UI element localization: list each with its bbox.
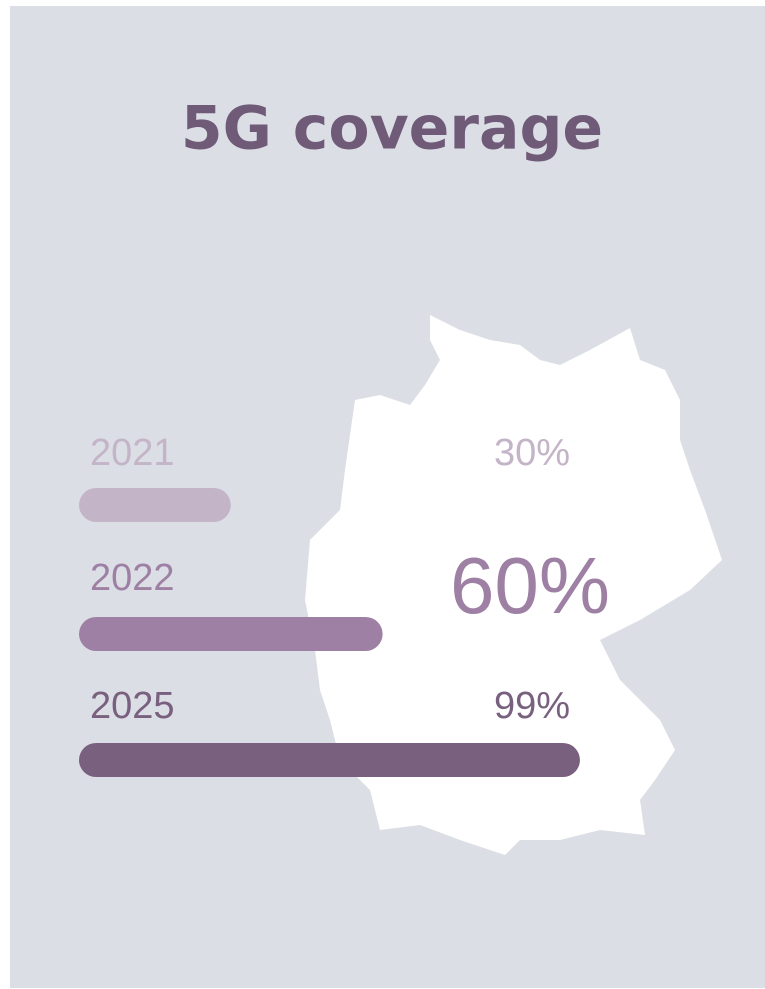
value-label: 99%	[494, 685, 570, 727]
chart-title: 5G coverage	[181, 94, 603, 164]
category-label: 2022	[90, 557, 175, 599]
bar	[79, 743, 580, 777]
bar	[79, 617, 383, 651]
germany-map	[305, 315, 722, 855]
value-label: 30%	[494, 432, 570, 474]
bar	[79, 488, 231, 522]
value-label: 60%	[450, 541, 610, 630]
category-label: 2021	[90, 432, 175, 474]
category-label: 2025	[90, 685, 175, 727]
